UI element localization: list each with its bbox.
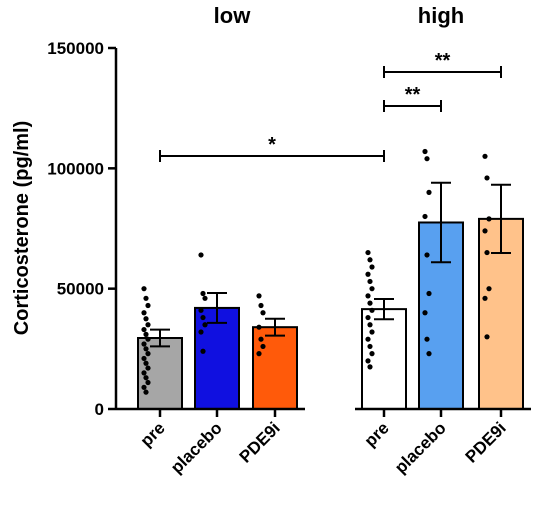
data-point: [369, 286, 375, 292]
data-point: [486, 216, 492, 222]
data-point: [258, 302, 264, 309]
y-tick-label: 0: [95, 400, 104, 419]
data-point: [200, 348, 206, 354]
x-tick-label: placebo: [167, 418, 226, 477]
data-point: [365, 249, 371, 256]
data-point: [202, 322, 208, 328]
data-point: [141, 384, 147, 390]
data-point: [200, 290, 206, 297]
data-point: [141, 310, 147, 316]
data-point: [365, 336, 371, 342]
data-point: [484, 175, 490, 181]
group-label-low: low: [214, 3, 252, 28]
y-tick-label: 100000: [47, 159, 104, 178]
y-axis-label: Corticosterone (pg/ml): [11, 121, 33, 335]
data-point: [141, 286, 147, 292]
data-point: [143, 360, 149, 366]
data-point: [141, 355, 147, 362]
data-point: [369, 264, 375, 270]
x-tick-label: PDE9i: [236, 418, 284, 466]
data-point: [424, 336, 430, 342]
data-point: [198, 307, 204, 313]
data-point: [367, 364, 373, 370]
data-point: [367, 278, 373, 285]
data-point: [143, 375, 149, 381]
data-point: [141, 326, 147, 333]
data-point: [369, 351, 375, 357]
axes-layer: 0 50000 100000 150000: [47, 39, 531, 419]
data-point: [145, 351, 151, 357]
data-point: [365, 314, 371, 321]
x-tick-label: pre: [361, 418, 393, 450]
x-tick-label: placebo: [391, 418, 450, 477]
data-point: [143, 316, 149, 322]
data-point: [367, 343, 373, 350]
data-point: [365, 293, 371, 299]
data-point: [486, 286, 492, 292]
data-point: [365, 271, 371, 277]
x-tick-label: pre: [137, 418, 169, 450]
data-point: [202, 295, 208, 301]
data-point: [143, 389, 149, 395]
data-point: [367, 257, 373, 263]
data-point: [141, 370, 147, 376]
data-point: [369, 329, 375, 335]
data-point: [260, 343, 266, 350]
data-point: [482, 228, 488, 234]
bars-layer: [137, 148, 524, 411]
data-point: [143, 346, 149, 352]
y-tick-label: 50000: [57, 280, 104, 299]
data-point: [426, 290, 432, 297]
data-point: [256, 293, 262, 299]
data-point: [200, 314, 206, 321]
data-point: [256, 351, 262, 357]
data-point: [422, 310, 428, 316]
data-point: [367, 300, 373, 306]
data-point: [367, 322, 373, 328]
data-point: [143, 331, 149, 337]
data-point: [145, 336, 151, 342]
data-point: [198, 329, 204, 335]
group-label-high: high: [418, 3, 464, 28]
significance-layer: *****: [159, 50, 502, 162]
data-point: [422, 148, 428, 155]
data-point: [145, 365, 151, 371]
data-point: [198, 252, 204, 258]
significance-label: *: [268, 134, 276, 156]
data-point: [145, 379, 151, 386]
data-point: [422, 213, 428, 220]
significance-label: **: [435, 50, 451, 72]
data-point: [145, 302, 151, 309]
data-point: [141, 341, 147, 347]
data-point: [484, 334, 490, 340]
data-point: [256, 324, 262, 330]
data-point: [482, 295, 488, 301]
data-point: [258, 336, 264, 342]
data-point: [369, 307, 375, 313]
data-point: [145, 322, 151, 328]
data-point: [365, 358, 371, 364]
data-point: [482, 153, 488, 159]
data-point: [424, 252, 430, 258]
data-point: [260, 310, 266, 316]
data-point: [426, 351, 432, 357]
data-point: [143, 295, 149, 301]
x-tick-label: PDE9i: [462, 418, 510, 466]
y-tick-label: 150000: [47, 39, 104, 58]
significance-label: **: [405, 84, 421, 106]
data-point: [424, 156, 430, 162]
data-point: [484, 249, 490, 256]
data-point: [426, 189, 432, 195]
